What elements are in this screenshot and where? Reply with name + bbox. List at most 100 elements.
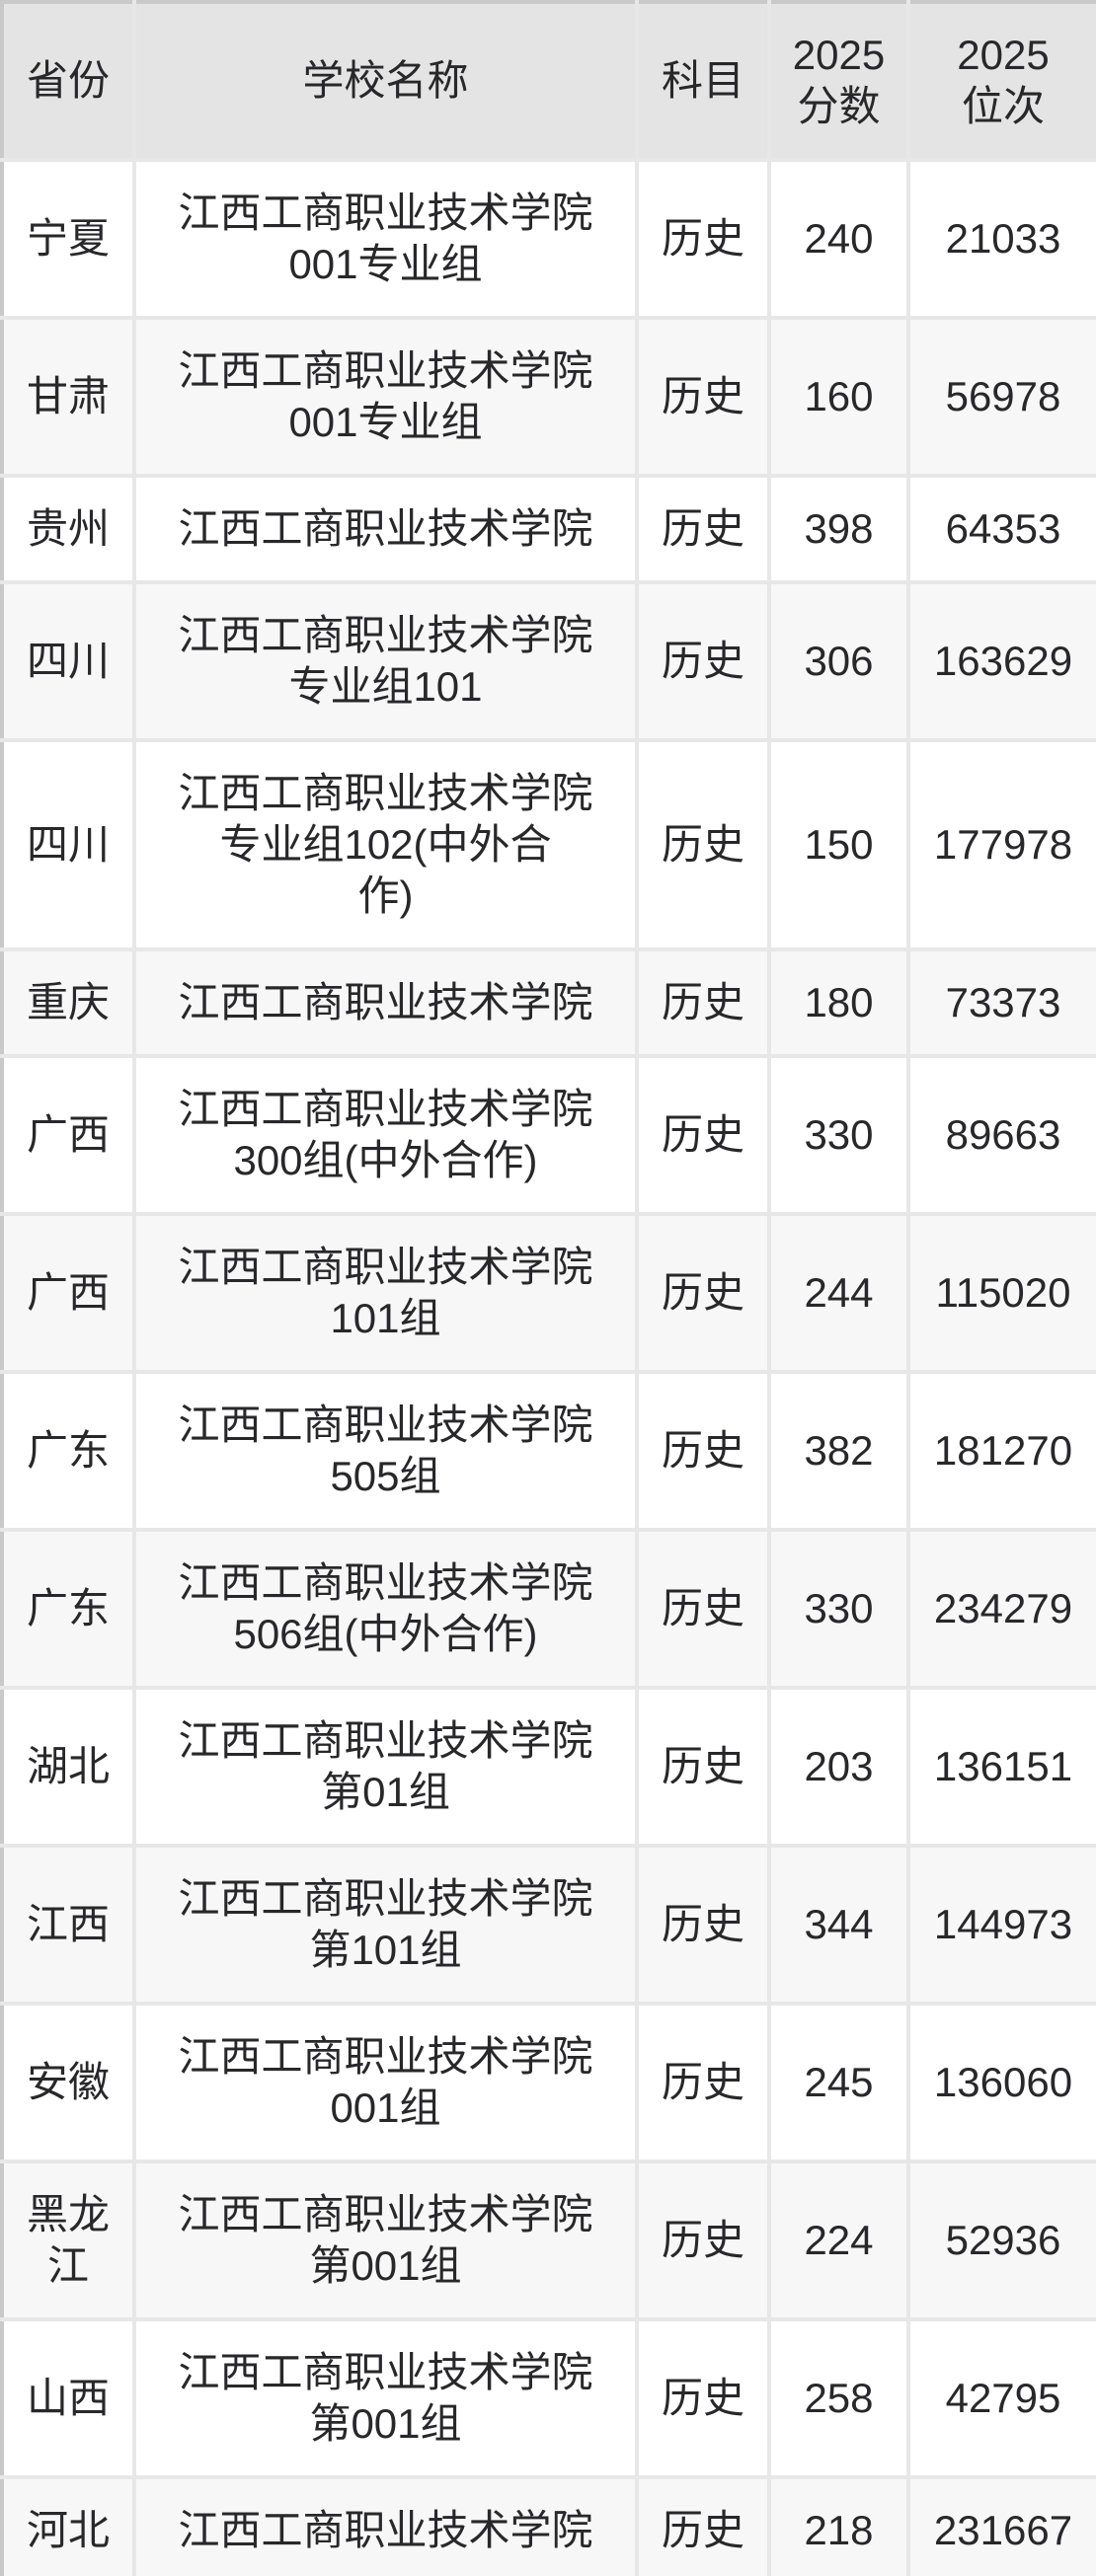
score-cell: 258 [767, 2317, 910, 2479]
school-name-cell: 江西工商职业技术学院 001专业组 [132, 316, 639, 478]
subject-cell: 历史 [635, 738, 771, 951]
table-row: 重庆 江西工商职业技术学院 历史 180 73373 [0, 947, 1096, 1058]
school-name-cell: 江西工商职业技术学院 300组(中外合作) [132, 1054, 639, 1216]
school-name-cell: 江西工商职业技术学院 506组(中外合作) [132, 1528, 639, 1690]
table-row: 四川 江西工商职业技术学院 专业组102(中外合 作) 历史 150 17797… [0, 738, 1096, 951]
table-body: 宁夏 江西工商职业技术学院 001专业组 历史 240 21033 甘肃 江西工… [0, 158, 1096, 2576]
table-row: 广西 江西工商职业技术学院 300组(中外合作) 历史 330 89663 [0, 1054, 1096, 1216]
score-cell: 180 [767, 947, 910, 1058]
score-cell: 306 [767, 580, 910, 742]
score-cell: 160 [767, 316, 910, 478]
table-row: 河北 江西工商职业技术学院 历史 218 231667 [0, 2475, 1096, 2576]
table-row: 广东 江西工商职业技术学院 506组(中外合作) 历史 330 234279 [0, 1528, 1096, 1690]
score-cell: 344 [767, 1844, 910, 2006]
table-row: 山西 江西工商职业技术学院 第001组 历史 258 42795 [0, 2317, 1096, 2479]
province-cell: 广西 [0, 1212, 136, 1374]
province-cell: 广东 [0, 1528, 136, 1690]
subject-cell: 历史 [635, 1054, 771, 1216]
school-name-cell: 江西工商职业技术学院 101组 [132, 1212, 639, 1374]
province-cell: 宁夏 [0, 158, 136, 320]
subject-cell: 历史 [635, 2317, 771, 2479]
subject-cell: 历史 [635, 947, 771, 1058]
table-row: 广东 江西工商职业技术学院 505组 历史 382 181270 [0, 1370, 1096, 1532]
subject-cell: 历史 [635, 474, 771, 584]
rank-cell: 234279 [906, 1528, 1096, 1690]
province-cell: 四川 [0, 738, 136, 951]
school-name-cell: 江西工商职业技术学院 第101组 [132, 1844, 639, 2006]
score-cell: 224 [767, 2159, 910, 2321]
subject-cell: 历史 [635, 316, 771, 478]
table-row: 贵州 江西工商职业技术学院 历史 398 64353 [0, 474, 1096, 584]
rank-cell: 136060 [906, 2002, 1096, 2163]
rank-cell: 89663 [906, 1054, 1096, 1216]
score-cell: 398 [767, 474, 910, 584]
table-row: 黑龙江 江西工商职业技术学院 第001组 历史 224 52936 [0, 2159, 1096, 2321]
subject-cell: 历史 [635, 1844, 771, 2006]
table-row: 宁夏 江西工商职业技术学院 001专业组 历史 240 21033 [0, 158, 1096, 320]
school-name-cell: 江西工商职业技术学院 505组 [132, 1370, 639, 1532]
header-subject: 科目 [635, 0, 771, 162]
score-cell: 330 [767, 1054, 910, 1216]
province-cell: 河北 [0, 2475, 136, 2576]
table-row: 甘肃 江西工商职业技术学院 001专业组 历史 160 56978 [0, 316, 1096, 478]
header-row: 省份 学校名称 科目 2025 分数 2025 位次 [0, 0, 1096, 162]
province-cell: 甘肃 [0, 316, 136, 478]
province-cell: 广东 [0, 1370, 136, 1532]
score-cell: 240 [767, 158, 910, 320]
school-name-cell: 江西工商职业技术学院 第01组 [132, 1686, 639, 1848]
province-cell: 山西 [0, 2317, 136, 2479]
header-2025-score: 2025 分数 [767, 0, 910, 162]
rank-cell: 231667 [906, 2475, 1096, 2576]
province-cell: 广西 [0, 1054, 136, 1216]
header-school-name: 学校名称 [132, 0, 639, 162]
score-cell: 218 [767, 2475, 910, 2576]
table-row: 湖北 江西工商职业技术学院 第01组 历史 203 136151 [0, 1686, 1096, 1848]
table-row: 四川 江西工商职业技术学院 专业组101 历史 306 163629 [0, 580, 1096, 742]
table-row: 广西 江西工商职业技术学院 101组 历史 244 115020 [0, 1212, 1096, 1374]
rank-cell: 42795 [906, 2317, 1096, 2479]
subject-cell: 历史 [635, 2475, 771, 2576]
header-2025-rank: 2025 位次 [906, 0, 1096, 162]
score-cell: 382 [767, 1370, 910, 1532]
province-cell: 黑龙江 [0, 2159, 136, 2321]
school-name-cell: 江西工商职业技术学院 [132, 2475, 639, 2576]
rank-cell: 52936 [906, 2159, 1096, 2321]
header-province: 省份 [0, 0, 136, 162]
rank-cell: 115020 [906, 1212, 1096, 1374]
score-cell: 150 [767, 738, 910, 951]
rank-cell: 64353 [906, 474, 1096, 584]
school-name-cell: 江西工商职业技术学院 001组 [132, 2002, 639, 2163]
rank-cell: 163629 [906, 580, 1096, 742]
score-cell: 245 [767, 2002, 910, 2163]
table-row: 江西 江西工商职业技术学院 第101组 历史 344 144973 [0, 1844, 1096, 2006]
province-cell: 湖北 [0, 1686, 136, 1848]
score-cell: 330 [767, 1528, 910, 1690]
province-cell: 江西 [0, 1844, 136, 2006]
school-name-cell: 江西工商职业技术学院 第001组 [132, 2159, 639, 2321]
rank-cell: 144973 [906, 1844, 1096, 2006]
province-cell: 贵州 [0, 474, 136, 584]
province-cell: 安徽 [0, 2002, 136, 2163]
province-cell: 四川 [0, 580, 136, 742]
school-name-cell: 江西工商职业技术学院 专业组101 [132, 580, 639, 742]
school-name-cell: 江西工商职业技术学院 [132, 947, 639, 1058]
subject-cell: 历史 [635, 1528, 771, 1690]
subject-cell: 历史 [635, 2002, 771, 2163]
rank-cell: 73373 [906, 947, 1096, 1058]
score-cell: 244 [767, 1212, 910, 1374]
score-cell: 203 [767, 1686, 910, 1848]
subject-cell: 历史 [635, 1686, 771, 1848]
subject-cell: 历史 [635, 1370, 771, 1532]
province-cell: 重庆 [0, 947, 136, 1058]
table-header: 省份 学校名称 科目 2025 分数 2025 位次 [0, 0, 1096, 162]
rank-cell: 21033 [906, 158, 1096, 320]
school-name-cell: 江西工商职业技术学院 [132, 474, 639, 584]
rank-cell: 181270 [906, 1370, 1096, 1532]
rank-cell: 177978 [906, 738, 1096, 951]
subject-cell: 历史 [635, 1212, 771, 1374]
rank-cell: 56978 [906, 316, 1096, 478]
school-name-cell: 江西工商职业技术学院 第001组 [132, 2317, 639, 2479]
subject-cell: 历史 [635, 580, 771, 742]
